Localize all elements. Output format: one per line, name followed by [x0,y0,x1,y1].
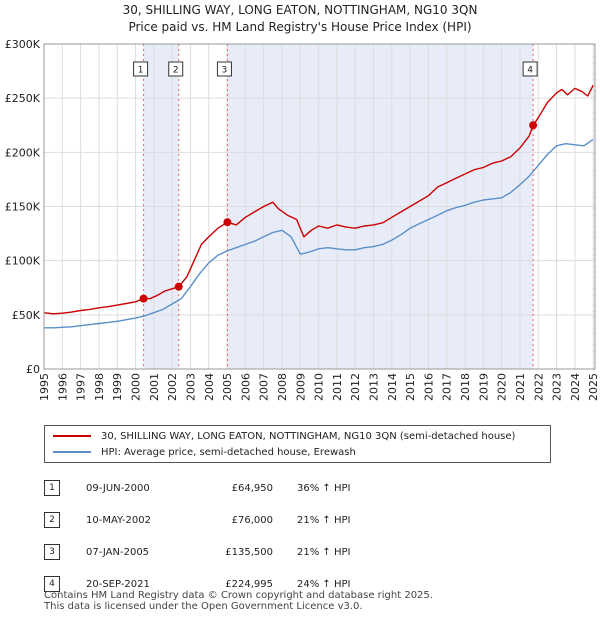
footer-copyright: Contains HM Land Registry data © Crown c… [44,590,433,601]
table-row: 3 07-JAN-2005 £135,500 21% ↑ HPI [44,536,407,568]
x-tick-label: 2005 [221,373,234,401]
x-tick-label: 2004 [203,373,216,401]
y-tick-label: £150K [5,201,41,214]
footer-licence: This data is licensed under the Open Gov… [44,601,363,612]
sale-number-badge: 1 [44,480,60,496]
x-tick-label: 2003 [184,373,197,401]
x-tick-label: 2016 [422,373,435,401]
sale-hpi-change: 36% ↑ HPI [297,482,351,494]
x-tick-label: 2001 [148,373,161,401]
sale-hpi-change: 21% ↑ HPI [297,546,351,558]
table-row: 4 20-SEP-2021 £224,995 24% ↑ HPI [44,568,407,600]
sale-price: £135,500 [225,546,273,558]
x-tick-label: 1998 [93,373,106,401]
sale-point [139,294,148,303]
property-legend-label: 30, SHILLING WAY, LONG EATON, NOTTINGHAM… [101,430,516,442]
x-tick-label: 2013 [368,373,381,401]
x-tick-label: 2008 [276,373,289,401]
y-tick-label: £0 [26,363,40,376]
sale-date: 09-JUN-2000 [86,482,150,494]
x-tick-label: 2023 [551,373,564,401]
y-tick-label: £100K [5,255,41,268]
hpi-legend-label: HPI: Average price, semi-detached house,… [101,446,356,458]
chart-legend: 30, SHILLING WAY, LONG EATON, NOTTINGHAM… [44,425,551,463]
x-tick-label: 2020 [496,373,509,401]
x-tick-label: 2012 [349,373,362,401]
sale-label-box [168,61,184,77]
x-tick-label: 2007 [258,373,271,401]
x-tick-label: 2024 [569,373,582,401]
x-tick-label: 2018 [459,373,472,401]
hpi-line [44,138,594,329]
x-tick-label: 2019 [477,373,490,401]
chart-title: 30, SHILLING WAY, LONG EATON, NOTTINGHAM… [122,3,478,17]
sale-number-badge: 2 [44,512,60,528]
sale-number-badge: 3 [44,544,60,560]
x-tick-label: 2021 [514,373,527,401]
sale-hpi-change: 24% ↑ HPI [297,578,351,590]
x-tick-label: 2025 [587,373,600,401]
x-tick-label: 2006 [239,373,252,401]
table-row: 2 10-MAY-2002 £76,000 21% ↑ HPI [44,504,407,536]
hpi-legend-swatch [53,451,91,453]
chart-subtitle: Price paid vs. HM Land Registry's House … [128,20,472,34]
x-tick-label: 2011 [331,373,344,401]
x-tick-label: 2009 [294,373,307,401]
y-tick-label: £250K [5,92,41,105]
x-tick-label: 2017 [441,373,454,401]
x-tick-label: 2022 [532,373,545,401]
sale-label: 2 [173,66,179,76]
plot-frame [43,43,596,370]
x-tick-label: 2002 [166,373,179,401]
sale-date: 07-JAN-2005 [86,546,150,558]
property-legend-swatch [53,435,91,437]
sale-point [223,218,232,227]
sale-number-badge: 4 [44,576,60,592]
sale-point [174,282,183,291]
sale-price: £224,995 [225,578,273,590]
x-tick-label: 1996 [56,373,69,401]
x-tick-label: 2010 [313,373,326,401]
sale-label-box [133,61,149,77]
sale-date: 20-SEP-2021 [86,578,150,590]
x-tick-label: 2000 [130,373,143,401]
sale-label: 4 [527,66,533,76]
footer: Contains HM Land Registry data © Crown c… [44,590,433,612]
sale-hpi-change: 21% ↑ HPI [297,514,351,526]
sale-date: 10-MAY-2002 [86,514,152,526]
sale-price: £76,000 [231,514,273,526]
y-tick-label: £200K [5,146,41,159]
y-tick-label: £50K [12,309,41,322]
x-tick-label: 1999 [111,373,124,401]
x-tick-label: 2014 [386,373,399,401]
x-tick-label: 1997 [75,373,88,401]
sale-label: 3 [222,66,228,76]
sale-label-box [216,61,232,77]
y-tick-label: £300K [5,38,41,51]
x-tick-label: 1995 [38,373,51,401]
sale-point [529,121,538,130]
x-tick-label: 2015 [404,373,417,401]
sale-label: 1 [138,66,144,76]
sale-price: £64,950 [231,482,273,494]
sales-table: 1 09-JUN-2000 £64,950 36% ↑ HPI 2 10-MAY… [44,472,407,600]
sale-label-box [522,61,538,77]
table-row: 1 09-JUN-2000 £64,950 36% ↑ HPI [44,472,407,504]
price-chart: 1 2 3 4 £0 £50K £100K £150K £200K £250K £300K 1995 1… [5,38,600,401]
